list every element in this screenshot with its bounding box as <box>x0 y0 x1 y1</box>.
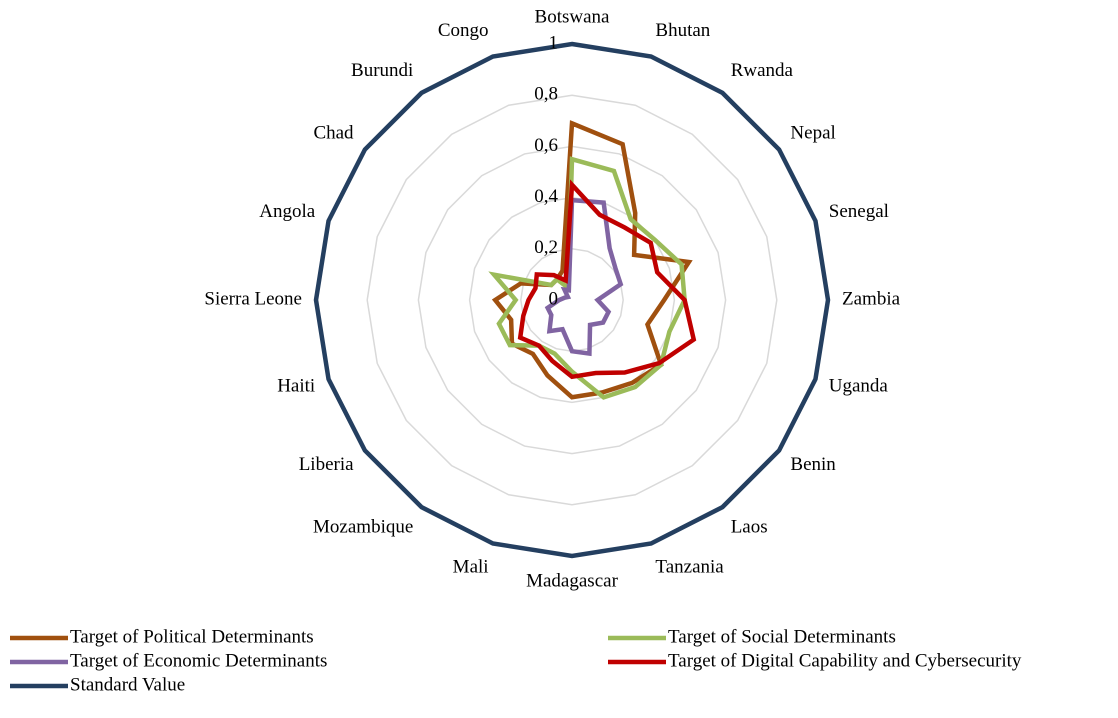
category-label: Benin <box>790 454 836 475</box>
category-label: Botswana <box>535 6 611 27</box>
grid-ring <box>468 196 676 404</box>
series-line <box>488 156 687 400</box>
y-tick-label: 0,6 <box>534 135 558 156</box>
category-label: Madagascar <box>526 570 618 591</box>
category-label: Laos <box>731 517 768 538</box>
y-tick-label: 1 <box>549 32 559 53</box>
legend-label: Target of Economic Determinants <box>70 650 327 671</box>
category-label: Bhutan <box>655 20 710 41</box>
grid-ring <box>417 145 727 455</box>
category-label: Burundi <box>351 60 413 81</box>
y-tick-label: 0,2 <box>534 237 558 258</box>
category-label: Uganda <box>829 376 889 397</box>
category-label: Nepal <box>790 123 835 144</box>
category-label: Angola <box>259 201 316 222</box>
category-label: Senegal <box>829 201 889 222</box>
category-label: Mali <box>453 557 489 578</box>
legend-label: Standard Value <box>70 674 185 695</box>
category-label: Sierra Leone <box>204 288 302 309</box>
category-label: Congo <box>438 20 489 41</box>
y-tick-label: 0,4 <box>534 186 558 207</box>
category-label: Chad <box>313 123 354 144</box>
category-label: Mozambique <box>313 517 413 538</box>
y-tick-label: 0 <box>549 288 559 309</box>
legend-label: Target of Social Determinants <box>668 626 896 647</box>
category-label: Liberia <box>299 454 354 475</box>
category-label: Zambia <box>842 288 901 309</box>
category-label: Tanzania <box>655 557 724 578</box>
legend-label: Target of Political Determinants <box>70 626 314 647</box>
category-label: Rwanda <box>731 60 794 81</box>
legend-label: Target of Digital Capability and Cyberse… <box>668 650 1022 671</box>
grid-ring <box>366 94 778 506</box>
series-line <box>517 179 697 380</box>
y-tick-label: 0,8 <box>534 84 558 105</box>
category-label: Haiti <box>277 376 315 397</box>
series-line <box>313 41 831 559</box>
series-line <box>544 197 624 357</box>
